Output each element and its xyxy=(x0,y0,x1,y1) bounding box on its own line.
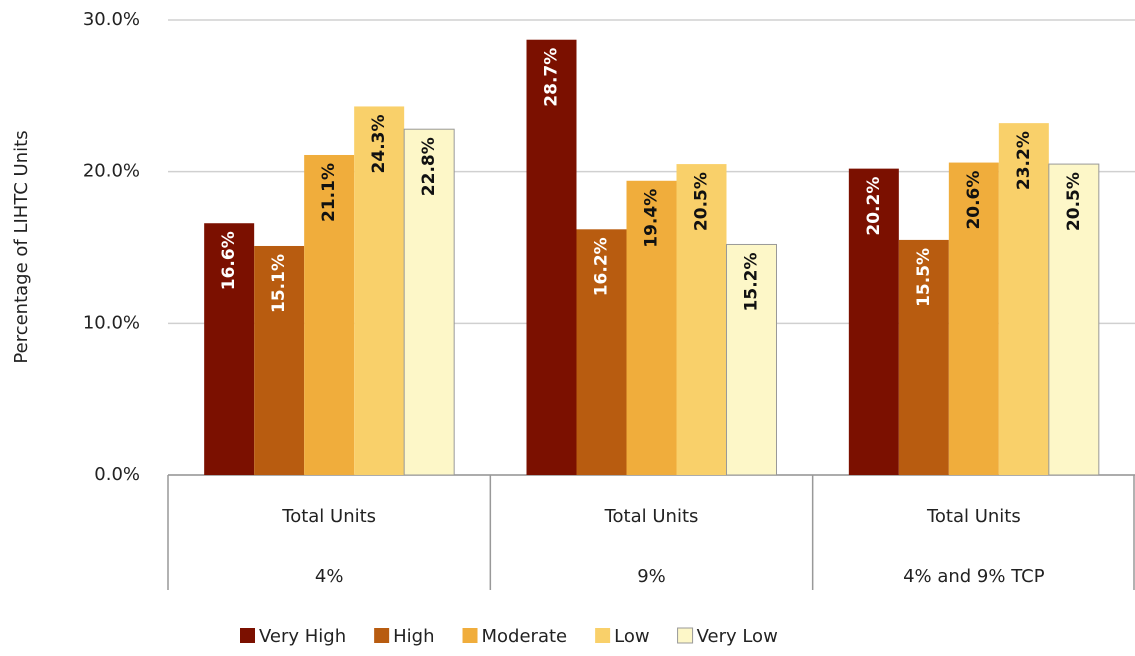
legend-swatch xyxy=(240,628,255,643)
legend-swatch xyxy=(374,628,390,643)
data-label: 19.4% xyxy=(642,189,662,248)
bar xyxy=(354,106,405,475)
legend-swatch xyxy=(677,627,694,644)
bar xyxy=(1048,163,1100,476)
data-label: 15.2% xyxy=(742,252,762,311)
x-group-label: 9% xyxy=(637,566,666,587)
bar xyxy=(898,239,949,475)
bar xyxy=(626,180,677,475)
y-tick-label: 10.0% xyxy=(83,312,140,333)
data-label: 21.1% xyxy=(319,163,339,222)
bar xyxy=(254,245,305,475)
data-label: 15.1% xyxy=(269,254,289,313)
bar xyxy=(576,229,627,475)
y-tick-label: 0.0% xyxy=(94,464,140,485)
legend-swatch xyxy=(462,628,478,643)
bar xyxy=(726,243,777,476)
y-tick-label: 30.0% xyxy=(83,9,140,30)
x-group-label: 4% xyxy=(315,566,344,587)
y-tick-label: 20.0% xyxy=(83,161,140,182)
y-axis-title: Percentage of LIHTC Units xyxy=(11,130,32,363)
data-label: 15.5% xyxy=(914,248,934,307)
data-label: 24.3% xyxy=(369,114,389,173)
data-label: 16.2% xyxy=(592,237,612,296)
bar xyxy=(526,39,577,475)
x-tick-label: Total Units xyxy=(604,506,699,527)
data-label: 20.5% xyxy=(692,172,712,231)
legend-label: Moderate xyxy=(482,626,568,647)
legend-swatch xyxy=(595,628,611,643)
data-label: 23.2% xyxy=(1014,131,1034,190)
data-label: 20.2% xyxy=(864,177,884,236)
legend-label: High xyxy=(393,626,434,647)
data-label: 20.6% xyxy=(964,171,984,230)
data-label: 22.8% xyxy=(419,137,439,196)
data-label: 20.5% xyxy=(1064,172,1084,231)
data-label: 28.7% xyxy=(542,48,562,107)
bar xyxy=(948,162,999,476)
bar xyxy=(676,164,727,476)
data-label: 16.6% xyxy=(219,231,239,290)
legend-label: Low xyxy=(614,626,649,647)
x-tick-label: Total Units xyxy=(926,506,1021,527)
x-group-label: 4% and 9% TCP xyxy=(903,566,1045,587)
x-tick-label: Total Units xyxy=(281,506,376,527)
bar xyxy=(403,128,455,476)
bar xyxy=(998,123,1049,475)
legend-label: Very High xyxy=(259,626,346,647)
bar xyxy=(848,168,899,475)
legend-label: Very Low xyxy=(697,626,778,647)
bar xyxy=(204,223,255,475)
bar xyxy=(304,154,355,475)
